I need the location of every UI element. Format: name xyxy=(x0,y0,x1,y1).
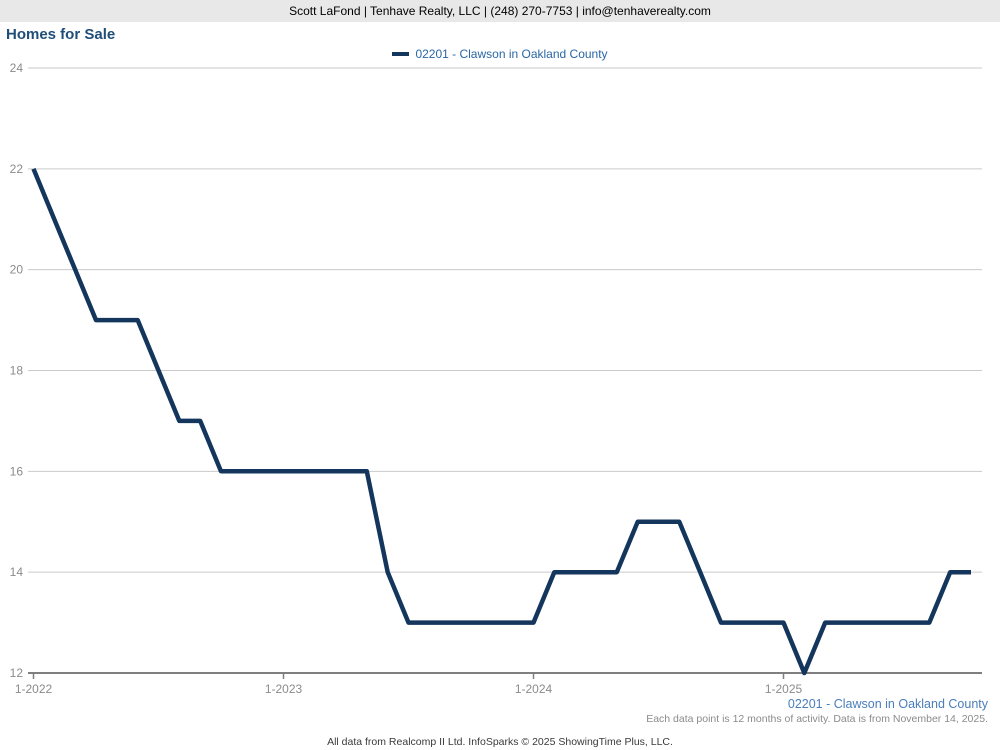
y-axis-tick-label-20: 20 xyxy=(10,263,24,277)
y-axis-tick-label-18: 18 xyxy=(10,364,24,378)
y-axis-tick-label-16: 16 xyxy=(10,464,24,478)
y-axis-tick-label-24: 24 xyxy=(10,61,24,75)
legend-series-label: 02201 - Clawson in Oakland County xyxy=(415,47,608,61)
x-axis-tick-label-1-2023: 1-2023 xyxy=(265,682,303,696)
y-axis-tick-label-12: 12 xyxy=(10,666,24,680)
footer-data-note: Each data point is 12 months of activity… xyxy=(646,713,988,725)
agent-contact-bar: Scott LaFond | Tenhave Realty, LLC | (24… xyxy=(0,0,1000,22)
footer-series-label: 02201 - Clawson in Oakland County xyxy=(787,697,988,711)
series-line[interactable] xyxy=(31,167,972,676)
page-title: Homes for Sale xyxy=(6,26,116,43)
homes-for-sale-line-chart[interactable]: 12 14 16 18 20 22 24 1-2022 1-2023 1-2024 1-2025 xyxy=(0,0,1000,700)
x-axis-tick-label-1-2022: 1-2022 xyxy=(15,682,53,696)
x-axis-tick-label-1-2024: 1-2024 xyxy=(515,682,553,696)
x-axis-tick-label-1-2025: 1-2025 xyxy=(765,682,803,696)
agent-contact-text: Scott LaFond | Tenhave Realty, LLC | (24… xyxy=(289,4,711,18)
chart-legend: 02201 - Clawson in Oakland County xyxy=(0,47,1000,61)
y-axis-tick-label-22: 22 xyxy=(10,162,24,176)
y-axis-tick-label-14: 14 xyxy=(10,565,24,579)
legend-line-swatch-icon xyxy=(392,52,410,56)
footer-attribution: All data from Realcomp II Ltd. InfoSpark… xyxy=(327,736,673,748)
